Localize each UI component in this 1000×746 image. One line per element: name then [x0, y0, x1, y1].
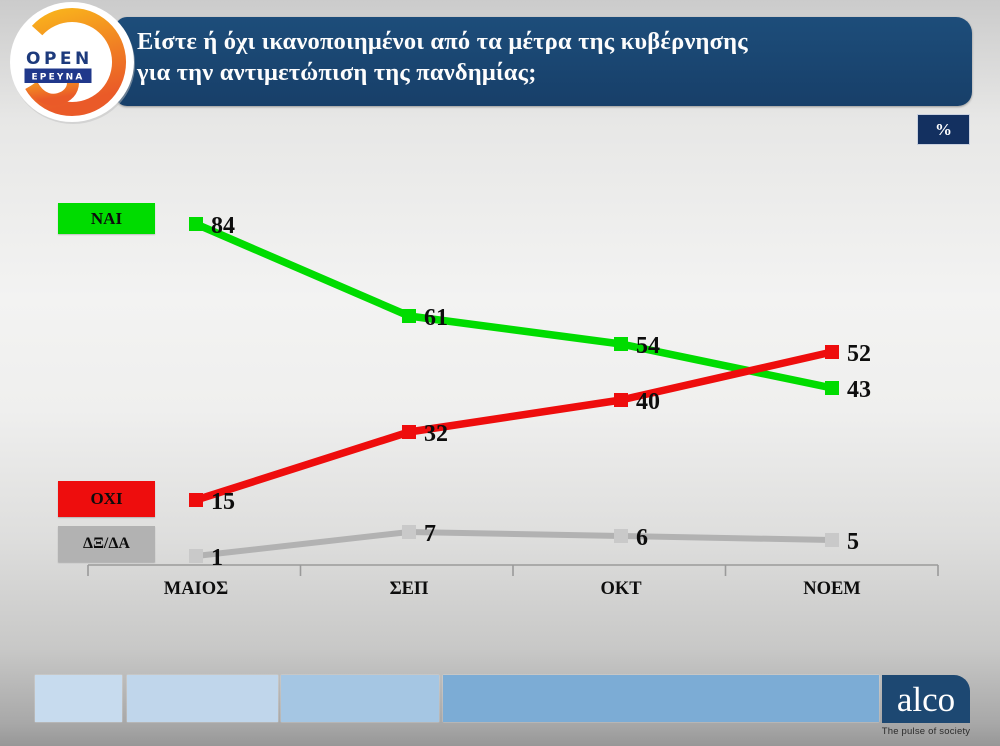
series-line-ΟΧΙ: [194, 348, 833, 504]
data-point-marker: [614, 337, 628, 351]
series-line-ΝΑΙ: [194, 220, 833, 392]
question-title-line2: για την αντιμετώπιση της πανδημίας;: [137, 59, 537, 86]
logo-brand-text: OPEN: [26, 49, 93, 69]
data-point-label: 61: [424, 305, 448, 331]
data-point-marker: [189, 493, 203, 507]
question-title-line1: Είστε ή όχι ικανοποιημένοι από τα μέτρα …: [137, 28, 748, 55]
data-point-label: 32: [424, 421, 448, 447]
data-point-label: 7: [424, 521, 436, 547]
logo-orange-hook-icon: [26, 74, 79, 106]
x-axis-label: ΝΟΕΜ: [803, 579, 861, 599]
alco-tagline: The pulse of society: [881, 726, 971, 737]
data-point-marker: [825, 381, 839, 395]
data-point-label: 52: [847, 341, 871, 367]
open-ereyna-logo: OPEN ΕΡΕΥΝΑ: [10, 2, 135, 124]
data-point-marker: [825, 345, 839, 359]
data-point-label: 6: [636, 525, 648, 551]
data-point-label: 40: [636, 389, 660, 415]
data-point-marker: [189, 217, 203, 231]
logo-orange-ring-icon: [25, 8, 127, 117]
data-point-label: 84: [211, 213, 235, 239]
data-point-label: 1: [211, 545, 223, 571]
footer-bar-1: [35, 675, 122, 722]
unit-percent-badge: %: [917, 114, 970, 145]
data-point-marker: [614, 529, 628, 543]
legend-no: ΟΧΙ: [58, 481, 155, 517]
x-axis-label: ΣΕΠ: [390, 579, 429, 599]
data-point-label: 5: [847, 529, 859, 555]
x-axis-label: ΟΚΤ: [600, 579, 642, 599]
data-point-marker: [402, 425, 416, 439]
logo-sub-text: ΕΡΕΥΝΑ: [31, 73, 84, 83]
data-point-label: 54: [636, 333, 660, 359]
footer-bar-2: [127, 675, 278, 722]
legend-yes: ΝΑΙ: [58, 203, 155, 234]
series-line-ΔΞ/ΔΑ: [195, 529, 833, 559]
data-point-marker: [402, 525, 416, 539]
logo-sub-box: [24, 68, 92, 83]
data-point-label: 43: [847, 377, 871, 403]
data-point-marker: [825, 533, 839, 547]
x-axis-label: ΜΑΙΟΣ: [164, 579, 229, 599]
legend-dontknow: ΔΞ/ΔΑ: [58, 526, 155, 562]
alco-logo: alco: [882, 675, 970, 723]
question-header-bar: Είστε ή όχι ικανοποιημένοι από τα μέτρα …: [115, 17, 972, 106]
footer-bar-4: [443, 675, 879, 722]
data-point-label: 15: [211, 489, 235, 515]
question-title: Είστε ή όχι ικανοποιημένοι από τα μέτρα …: [137, 26, 947, 88]
footer-bar-3: [281, 675, 439, 722]
data-point-marker: [402, 309, 416, 323]
data-point-marker: [189, 549, 203, 563]
data-point-marker: [614, 393, 628, 407]
